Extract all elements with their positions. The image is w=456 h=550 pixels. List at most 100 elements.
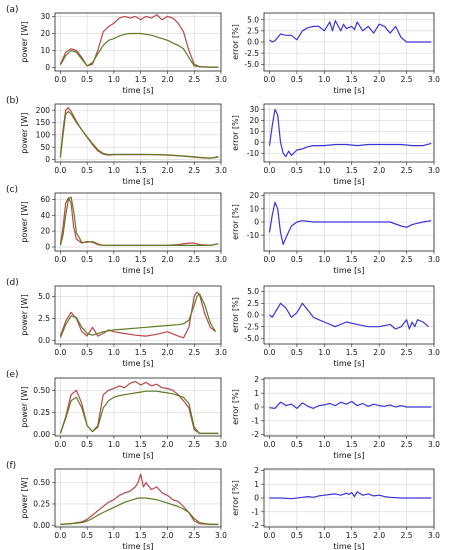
x-tick-label: 1.5 [135, 348, 147, 357]
x-tick-label: 3.0 [215, 166, 227, 175]
x-tick-label: 0.0 [264, 531, 276, 540]
error-line [268, 201, 432, 245]
y-axis-label: error [%] [231, 204, 240, 240]
x-tick-label: 1.0 [108, 531, 120, 540]
plot-frame [54, 103, 222, 163]
y-tick-label: 2 [254, 375, 259, 384]
x-tick-label: 0.5 [291, 531, 303, 540]
x-tick-label: 2.5 [188, 348, 200, 357]
x-tick-label: 0.5 [81, 440, 93, 449]
model-power-line [59, 293, 217, 339]
x-tick-label: 0.0 [54, 255, 66, 264]
y-tick-label: 0.25 [33, 500, 50, 509]
x-tick-label: 3.0 [215, 440, 227, 449]
y-axis-label: error [%] [231, 297, 240, 333]
y-tick-label: 20 [249, 191, 259, 200]
x-tick-label: 2.5 [188, 440, 200, 449]
x-tick-label: 2.0 [373, 531, 385, 540]
x-tick-label: 2.0 [161, 75, 173, 84]
x-tick-label: 0.0 [54, 531, 66, 540]
x-tick-label: 2.5 [401, 348, 413, 357]
measured-power-line [60, 473, 219, 526]
x-tick-label: 0.0 [54, 75, 66, 84]
x-tick-label: 1.0 [318, 255, 330, 264]
x-tick-label: 3.0 [428, 531, 440, 540]
y-tick-label: 0 [45, 155, 50, 164]
x-tick-label: 0.0 [264, 440, 276, 449]
panel-label: (e) [6, 370, 19, 380]
y-tick-label: 1 [254, 480, 259, 489]
x-tick-label: 1.5 [346, 75, 358, 84]
x-tick-label: 2.0 [161, 255, 173, 264]
x-tick-label: 1.0 [318, 531, 330, 540]
y-tick-label: 5.0 [247, 15, 259, 24]
x-axis-label: time [s] [333, 451, 364, 460]
plot-frame [263, 103, 435, 163]
x-axis-label: time [s] [122, 86, 153, 95]
y-tick-label: 40 [40, 211, 50, 220]
y-tick-label: -2 [252, 521, 260, 530]
error-line [269, 491, 432, 500]
x-tick-label: 2.5 [188, 531, 200, 540]
x-tick-label: 2.0 [373, 166, 385, 175]
y-tick-label: 50 [40, 143, 50, 152]
x-tick-label: 1.5 [135, 531, 147, 540]
x-tick-label: 0.5 [291, 255, 303, 264]
panel-label: (a) [6, 5, 19, 15]
x-tick-label: 0.5 [81, 255, 93, 264]
y-tick-label: 20 [40, 29, 50, 38]
x-tick-label: 0.0 [264, 348, 276, 357]
y-tick-label: 0.0 [247, 38, 259, 47]
x-tick-label: 3.0 [215, 531, 227, 540]
y-tick-label: 20 [249, 116, 259, 125]
x-tick-label: 0.5 [81, 348, 93, 357]
x-tick-label: 0.0 [264, 75, 276, 84]
x-axis-label: time [s] [122, 266, 153, 275]
plot-frame [54, 12, 222, 72]
x-tick-label: 2.0 [373, 348, 385, 357]
y-tick-label: 60 [40, 195, 50, 204]
x-tick-label: 1.5 [346, 166, 358, 175]
x-tick-label: 2.5 [401, 75, 413, 84]
y-tick-label: 0 [254, 138, 259, 147]
x-tick-label: 1.5 [135, 255, 147, 264]
x-tick-label: 1.0 [318, 440, 330, 449]
x-tick-label: 2.5 [188, 255, 200, 264]
y-tick-label: 2.5 [38, 314, 50, 323]
y-tick-label: 2 [254, 466, 259, 475]
x-axis-label: time [s] [333, 86, 364, 95]
x-tick-label: 3.0 [428, 166, 440, 175]
y-axis-label: error [%] [231, 115, 240, 151]
error-line [269, 302, 429, 330]
y-tick-label: 1 [254, 389, 259, 398]
y-tick-label: -2 [252, 430, 260, 439]
plot-frame [263, 12, 435, 72]
y-tick-label: 20 [40, 227, 50, 236]
x-tick-label: 0.5 [81, 531, 93, 540]
x-tick-label: 0.5 [291, 440, 303, 449]
x-axis-label: time [s] [333, 359, 364, 368]
y-axis-label: power [W] [20, 477, 29, 518]
x-axis-label: time [s] [122, 177, 153, 186]
x-tick-label: 2.5 [188, 75, 200, 84]
y-tick-label: -2.5 [244, 322, 259, 331]
y-tick-label: 10 [249, 204, 259, 213]
x-tick-label: 2.0 [373, 255, 385, 264]
x-tick-label: 0.5 [81, 166, 93, 175]
x-tick-label: 2.0 [161, 166, 173, 175]
x-tick-label: 1.0 [108, 255, 120, 264]
error-line [269, 20, 432, 43]
x-tick-label: 1.0 [108, 348, 120, 357]
x-tick-label: 2.5 [401, 531, 413, 540]
error-line [269, 400, 432, 409]
x-tick-label: 1.0 [108, 75, 120, 84]
y-tick-label: -10 [247, 149, 259, 158]
x-tick-label: 0.0 [264, 255, 276, 264]
x-tick-label: 1.5 [135, 75, 147, 84]
model-power-line [59, 196, 219, 246]
plot-frame [54, 192, 222, 252]
x-tick-label: 3.0 [215, 255, 227, 264]
x-tick-label: 2.5 [401, 440, 413, 449]
